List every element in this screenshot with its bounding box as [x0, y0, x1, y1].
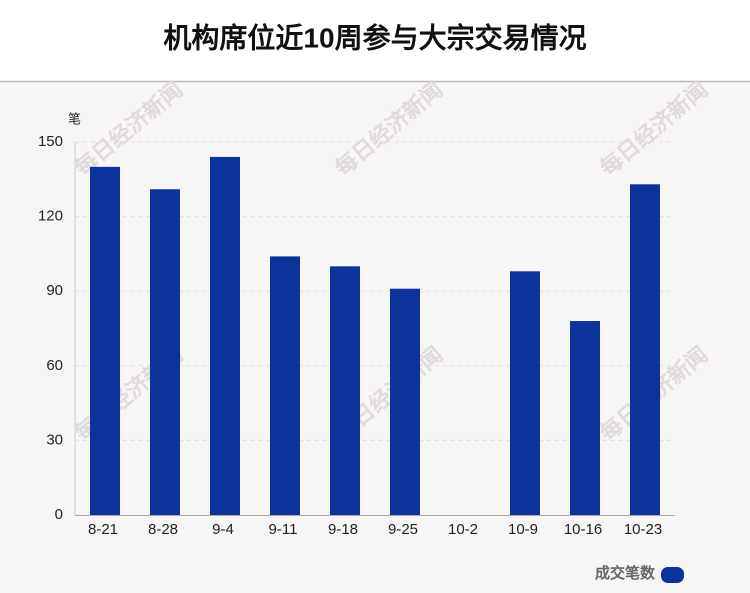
bar — [210, 156, 240, 516]
bar — [270, 256, 300, 515]
x-tick-label: 10-9 — [508, 521, 538, 538]
bar — [90, 166, 120, 515]
bar — [390, 288, 420, 515]
watermark: 每日经济新闻 — [330, 77, 447, 181]
watermark: 每日经济新闻 — [70, 77, 187, 181]
x-tick-label: 10-23 — [624, 521, 662, 538]
x-tick-label: 9-4 — [212, 521, 234, 538]
bar — [150, 189, 180, 515]
x-tick-label: 10-16 — [564, 521, 602, 538]
x-tick-label: 10-2 — [448, 521, 478, 538]
legend-swatch — [661, 567, 684, 583]
y-tick-label: 90 — [46, 282, 63, 299]
bar — [630, 184, 660, 516]
bar — [330, 266, 360, 515]
bar — [510, 271, 540, 515]
x-tick-label: 8-21 — [88, 521, 118, 538]
chart-title: 机构席位近10周参与大宗交易情况 — [163, 21, 586, 53]
watermark: 每日经济新闻 — [595, 77, 712, 181]
legend-label: 成交笔数 — [595, 564, 656, 582]
y-tick-label: 0 — [55, 506, 63, 523]
y-unit: 笔 — [68, 111, 81, 126]
x-tick-label: 9-25 — [388, 521, 418, 538]
y-tick-label: 150 — [38, 133, 63, 150]
bar — [570, 321, 600, 515]
x-tick-label: 9-11 — [269, 521, 298, 538]
x-tick-label: 8-28 — [148, 521, 178, 538]
y-tick-label: 120 — [38, 208, 63, 225]
header-background — [0, 0, 750, 81]
y-tick-label: 60 — [46, 357, 63, 374]
y-tick-label: 30 — [46, 431, 63, 448]
x-tick-label: 9-18 — [328, 521, 358, 538]
